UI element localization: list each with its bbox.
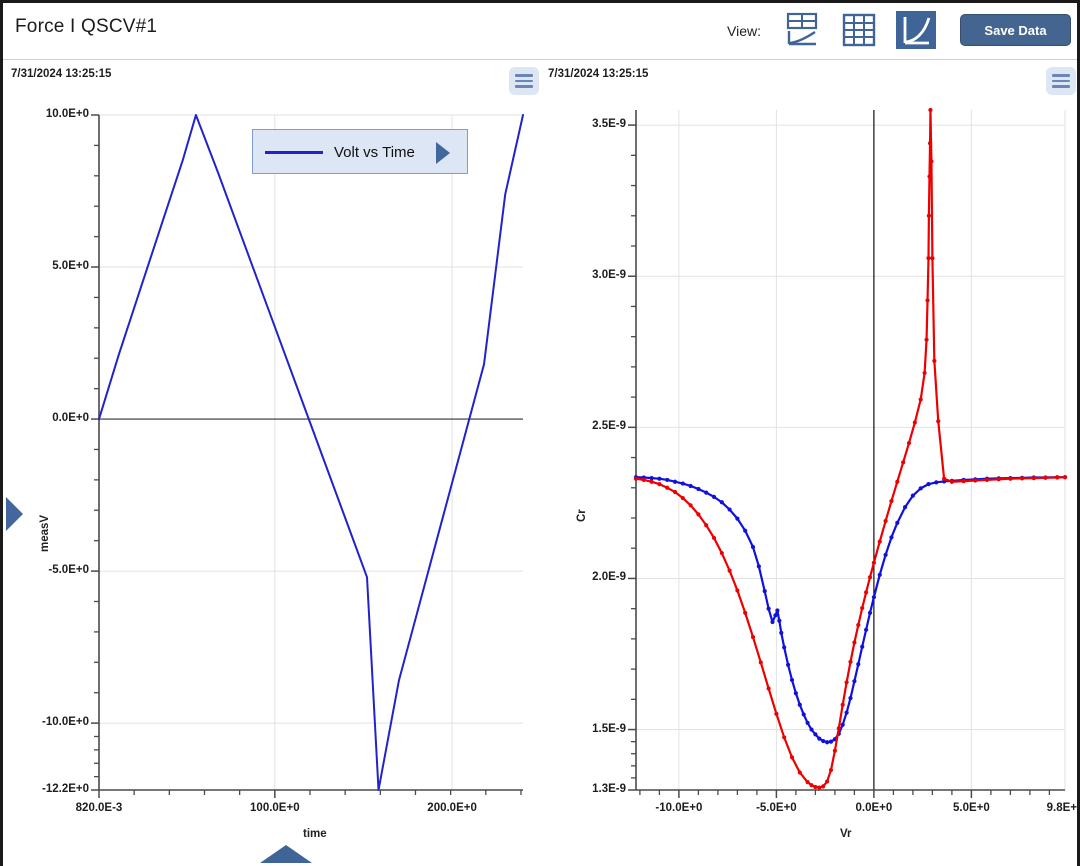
x-tick-label: 200.0E+0 xyxy=(427,802,477,814)
y-tick-label: 1.3E-9 xyxy=(592,783,626,795)
plot-area-left[interactable] xyxy=(3,60,540,866)
x-axis-title-right: Vr xyxy=(840,828,852,840)
y-axis-title-left: measV xyxy=(39,514,51,552)
legend-label-volt-vs-time: Volt vs Time xyxy=(334,144,415,161)
split-view-icon[interactable] xyxy=(782,11,822,49)
timestamp-right: 7/31/2024 13:25:15 xyxy=(548,68,649,80)
graph-view-icon[interactable] xyxy=(896,11,936,49)
panel-collapse-arrow-icon[interactable] xyxy=(260,845,312,863)
x-tick-label: 0.0E+0 xyxy=(855,802,893,814)
hamburger-menu-icon[interactable] xyxy=(1046,67,1076,95)
y-tick-label: -10.0E+0 xyxy=(42,716,89,729)
hamburger-menu-icon[interactable] xyxy=(509,67,539,95)
y-tick-label: 3.5E-9 xyxy=(592,118,626,131)
timestamp-left: 7/31/2024 13:25:15 xyxy=(11,68,112,80)
header-bar: Force I QSCV#1 View: xyxy=(3,3,1077,60)
table-view-icon[interactable] xyxy=(839,11,879,49)
legend-left[interactable]: Volt vs Time xyxy=(252,129,468,174)
x-tick-label: -10.0E+0 xyxy=(655,802,703,814)
chart-panel-left: 7/31/2024 13:25:15 measV time 10.0E+0 5.0… xyxy=(3,60,540,866)
y-tick-label: 0.0E+0 xyxy=(52,412,89,425)
y-tick-label: 2.5E-9 xyxy=(592,420,626,433)
y-tick-label: 1.5E-9 xyxy=(592,722,626,735)
y-tick-label: -12.2E+0 xyxy=(42,783,89,795)
view-label: View: xyxy=(727,23,761,39)
page-title: Force I QSCV#1 xyxy=(15,16,158,37)
x-tick-label: 9.8E+0 xyxy=(1046,802,1080,814)
x-tick-label: -5.0E+0 xyxy=(756,802,797,814)
chart-panel-right: 7/31/2024 13:25:15 Cr Vr 3.5E-9 3.0E-9 2.5… xyxy=(540,60,1080,866)
x-tick-label: 5.0E+0 xyxy=(953,802,990,814)
save-data-button[interactable]: Save Data xyxy=(960,14,1071,46)
legend-swatch-volt-vs-time xyxy=(265,151,323,154)
y-axis-title-right: Cr xyxy=(576,509,588,522)
panel-expand-arrow-icon[interactable] xyxy=(6,497,23,531)
y-tick-label: 5.0E+0 xyxy=(52,260,89,273)
y-tick-label: 10.0E+0 xyxy=(45,108,89,120)
y-tick-label: 3.0E-9 xyxy=(592,269,626,282)
y-tick-label: 2.0E-9 xyxy=(592,571,626,584)
legend-play-arrow-icon[interactable] xyxy=(436,142,450,164)
x-tick-label: 820.0E-3 xyxy=(75,802,123,814)
x-axis-title-left: time xyxy=(303,828,327,840)
x-tick-label: 100.0E+0 xyxy=(250,802,300,814)
plot-area-right[interactable] xyxy=(540,60,1077,866)
y-tick-label: -5.0E+0 xyxy=(48,564,89,577)
